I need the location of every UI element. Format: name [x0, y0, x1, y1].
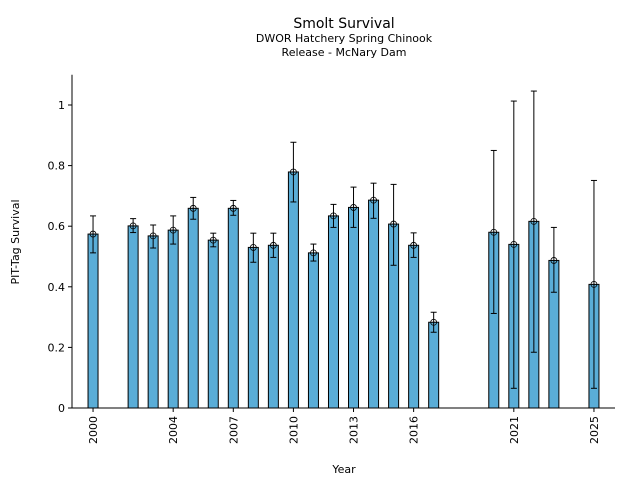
chart-title: Smolt Survival — [293, 16, 394, 32]
bar-2002 — [127, 225, 139, 409]
x-tick-label: 2025 — [588, 416, 601, 444]
errorbars-group — [89, 90, 598, 389]
chart-subtitle-line-2: Release - McNary Dam — [282, 46, 407, 59]
bar-2014 — [368, 199, 380, 409]
bar-2010 — [287, 171, 299, 409]
bar-2007 — [227, 207, 239, 409]
bar-2012 — [327, 215, 339, 409]
y-tick-label: 0.2 — [48, 341, 66, 354]
y-tick-label: 0 — [58, 402, 65, 415]
y-axis-label: PIT-Tag Survival — [9, 199, 22, 284]
x-tick-label: 2004 — [167, 416, 180, 444]
y-tick-label: 1 — [58, 99, 65, 112]
x-tick-label: 2010 — [287, 416, 300, 444]
bar-2009 — [267, 244, 279, 409]
x-tick-label: 2013 — [348, 416, 361, 444]
y-tick-label: 0.4 — [48, 281, 66, 294]
bar-2017 — [428, 321, 440, 409]
bar-2008 — [247, 246, 259, 409]
x-tick-label: 2007 — [227, 416, 240, 444]
bar-2005 — [187, 207, 199, 409]
bar-2004 — [167, 229, 179, 409]
x-ticks: 2000 2004 2007 2010 2013 2016 2021 2025 — [87, 408, 601, 444]
chart-subtitle-line-1: DWOR Hatchery Spring Chinook — [256, 32, 433, 45]
bar-2016 — [408, 244, 420, 409]
bar-2013 — [348, 206, 360, 409]
x-tick-label: 2021 — [508, 416, 521, 444]
bar-2011 — [307, 252, 319, 409]
bar-2003 — [147, 235, 159, 409]
x-axis-label: Year — [331, 463, 356, 476]
bar-2006 — [207, 239, 219, 409]
bars-group — [87, 171, 600, 409]
bar-2000 — [87, 233, 99, 409]
y-tick-label: 0.8 — [48, 160, 66, 173]
y-ticks: 0 0.2 0.4 0.6 0.8 1 — [48, 99, 72, 415]
y-tick-label: 0.6 — [48, 220, 66, 233]
x-tick-label: 2016 — [408, 416, 421, 444]
x-tick-label: 2000 — [87, 416, 100, 444]
